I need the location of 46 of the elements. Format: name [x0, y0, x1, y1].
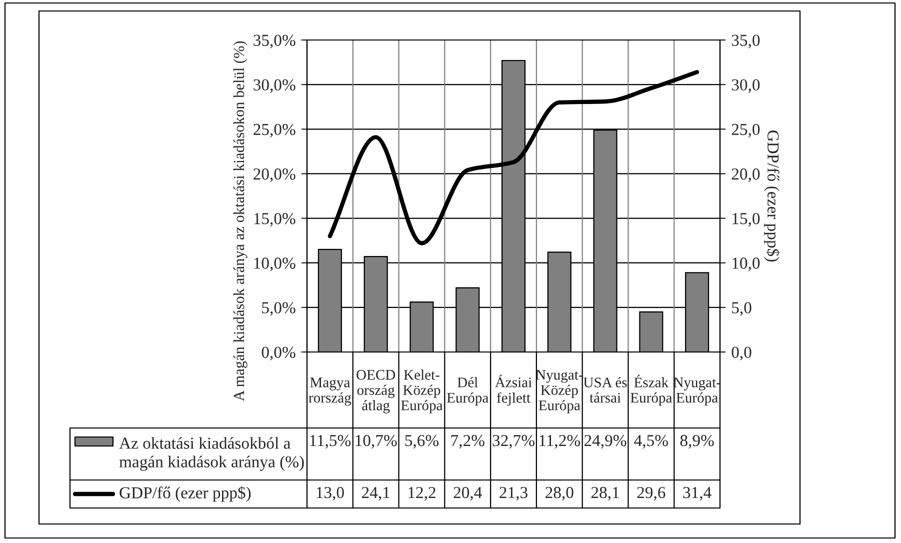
y-tick-label: 10,0% [254, 258, 296, 272]
data-label: 13,0 [316, 486, 344, 501]
data-label: 8,9% [680, 434, 714, 449]
data-label: 29,6 [637, 486, 666, 501]
y-tick-label: 20,0% [254, 168, 296, 182]
data-label: 31,4 [683, 486, 712, 501]
y2-tick-label: 15,0 [732, 212, 760, 227]
data-label: 10,7% [356, 434, 397, 449]
y2-tick-label: 35,0 [732, 34, 760, 48]
data-label: 21,3 [500, 486, 528, 501]
y2-tick-label: 25,0 [732, 124, 760, 138]
data-label: 11,2% [540, 434, 580, 449]
y-tick-label: 25,0% [254, 124, 296, 138]
y2-tick-label: 30,0 [732, 79, 760, 93]
data-label: 20,4 [454, 486, 482, 501]
data-label: 11,5% [310, 434, 351, 449]
bar [639, 311, 664, 352]
y2-tick-label: 20,0 [732, 168, 760, 182]
y2-tick-label: 0,0 [732, 346, 752, 360]
data-label: 28,1 [591, 486, 619, 501]
data-label: 5,6% [405, 434, 439, 449]
x-tick-label: USA és társai [584, 377, 627, 403]
y2-axis-title: GDP/fő (ezer ppp$) [764, 130, 780, 262]
y2-tick-label: 10,0 [732, 258, 760, 272]
legend-label: GDP/fő (ezer ppp$) [120, 486, 251, 502]
x-tick-label: Dél Európa [446, 377, 488, 406]
y2-tick-label: 5,0 [732, 302, 752, 316]
data-label: 7,2% [451, 434, 484, 449]
legend-label: Az oktatási kiadásokból a magán kiadások aránya (%) [119, 437, 304, 471]
y-tick-label: 30,0% [254, 79, 296, 93]
y-axis-title: A magán kiadások aránya az oktatási kiadásokon belül (%) [233, 41, 248, 402]
y-tick-label: 0,0% [262, 346, 296, 360]
y-tick-label: 15,0% [254, 212, 296, 227]
data-label: 32,7% [492, 434, 534, 449]
x-tick-label: Kelet- Közép Európa [401, 370, 443, 414]
x-tick-label: OECD ország átlag [356, 370, 396, 414]
x-tick-label: Ázsiai fejlett [495, 374, 532, 406]
x-tick-label: Magya rország [308, 378, 352, 406]
x-tick-label: Észak Európa [630, 374, 672, 406]
data-label: 12,2 [408, 486, 436, 501]
data-label: 4,5% [634, 434, 668, 449]
data-label: 24,1 [362, 486, 390, 501]
data-label: 28,0 [546, 486, 574, 501]
y-tick-label: 35,0% [254, 34, 296, 48]
data-label: 24,9% [584, 434, 626, 449]
y-tick-label: 5,0% [262, 302, 296, 316]
